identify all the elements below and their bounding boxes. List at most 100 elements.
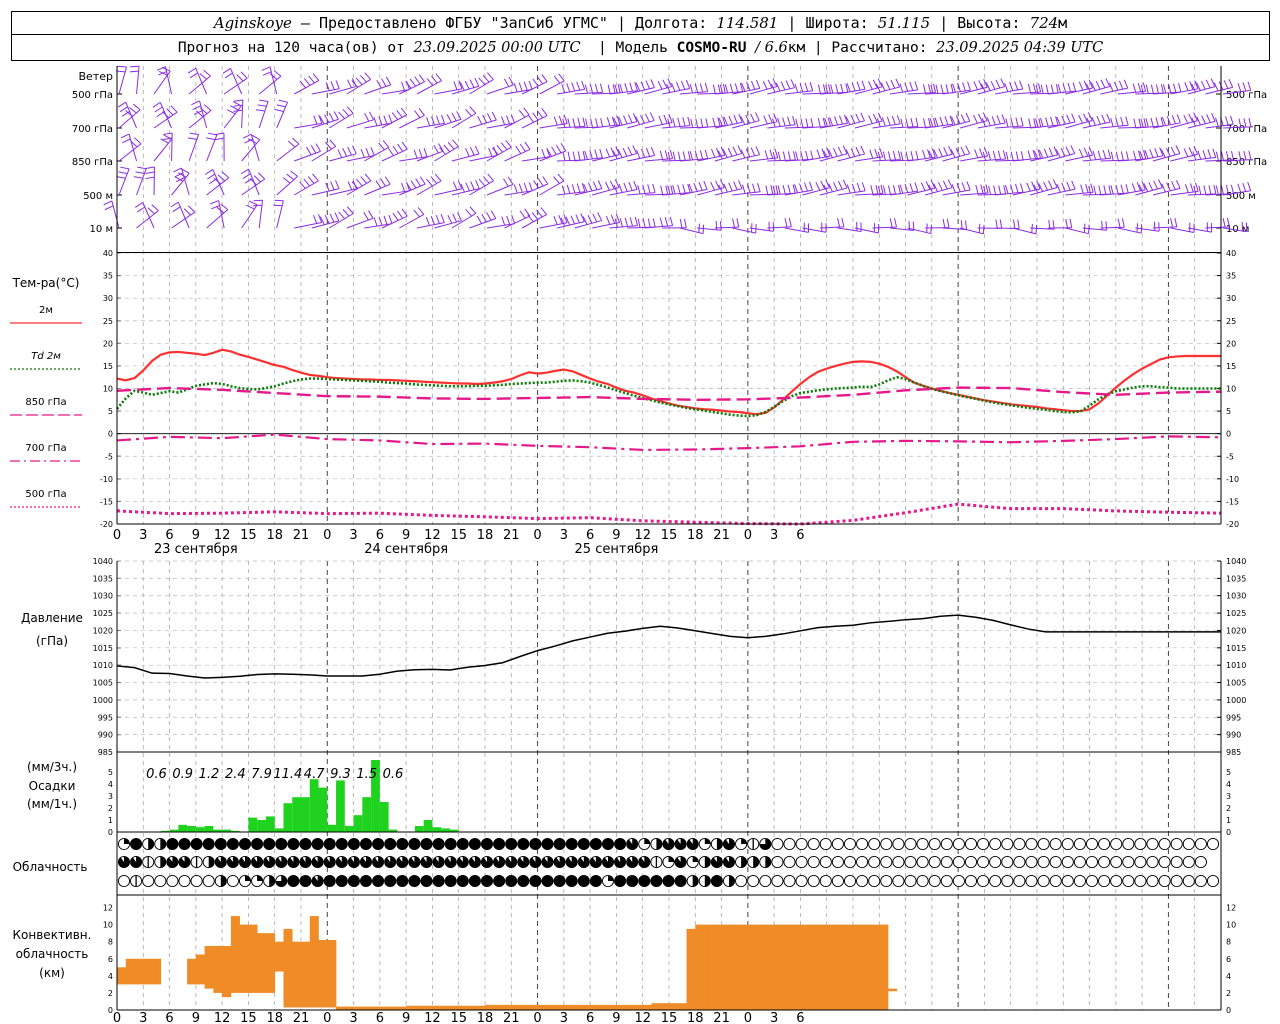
cloud-symbol (1182, 874, 1195, 888)
wind-barb-shaft (486, 183, 514, 196)
wind-barb-feather (546, 148, 553, 157)
wind-barb-feather (978, 80, 983, 89)
wind-barb-feather (670, 185, 674, 195)
wind-barb-feather (1198, 185, 1202, 195)
wind-barb-feather (948, 145, 953, 155)
wind-barb-feather (558, 73, 565, 82)
wind-barb-feather (542, 176, 549, 185)
hour-tick-label: 21 (293, 528, 310, 543)
wind-barb-feather (624, 217, 629, 227)
wind-barb-feather (523, 81, 528, 91)
cloud-symbol (1158, 837, 1171, 851)
wind-barb-feather (667, 151, 671, 161)
wind-barb-feather (642, 218, 646, 228)
wind-barb-shaft (311, 220, 339, 229)
wind-barb-feather (1125, 151, 1129, 161)
wind-barb-feather (1088, 146, 1094, 156)
convective-bar (239, 924, 249, 993)
wind-barb-feather (955, 115, 961, 124)
wind-barb-feather (1020, 117, 1024, 127)
wind-barb-feather (629, 82, 633, 92)
wind-barb-shaft (1222, 190, 1251, 196)
cloud-symbol (892, 855, 905, 869)
wind-barb-feather (220, 203, 229, 211)
wind-barb-shaft (697, 227, 722, 231)
wind-barb-feather (905, 118, 909, 128)
wind-barb-feather (135, 201, 144, 208)
cloud-symbol-fill (469, 856, 481, 868)
wind-barb-shaft (469, 78, 494, 95)
wind-barb-feather (438, 143, 444, 152)
cloud-symbol-fill (602, 838, 614, 850)
wind-barb-feather (121, 111, 130, 117)
cloud-symbol-fill (614, 875, 626, 887)
y-tick-label: 15 (103, 362, 113, 371)
cloud-symbol (819, 837, 832, 851)
wind-barb-feather (856, 182, 861, 192)
model-resolution: / 6.6 (755, 39, 788, 56)
wind-barb-feather (740, 149, 746, 159)
wind-barb-feather (405, 182, 412, 191)
wind-barb-shaft (714, 153, 742, 162)
precip-bar (423, 820, 433, 832)
y-tick-label: 990 (98, 731, 113, 740)
wind-barb-shaft (977, 86, 1005, 95)
wind-barb-feather (510, 114, 516, 124)
wind-barb-feather (388, 114, 393, 124)
cloud-symbol (928, 837, 941, 851)
wind-barb-feather (934, 117, 939, 127)
cloud-symbol (1110, 874, 1123, 888)
hour-tick-label: 3 (349, 528, 357, 543)
wind-barb-feather (1242, 182, 1247, 192)
wind-barb-feather (671, 82, 676, 92)
wind-barb-shaft (504, 89, 533, 95)
wind-barb-shaft (521, 81, 548, 95)
wind-barb-feather (777, 117, 781, 127)
wind-barb-feather (900, 151, 904, 161)
wind-barb-shaft (199, 100, 208, 129)
wind-barb-feather (662, 79, 668, 89)
wind-barb-shaft (1012, 91, 1041, 95)
wind-barb-feather (1248, 150, 1252, 160)
precip-bar (309, 779, 319, 832)
wind-barb-feather (1184, 183, 1189, 193)
wind-barb-feather (942, 218, 946, 228)
wind-barb-feather (1038, 149, 1044, 159)
y-tick-label: 12 (103, 904, 113, 913)
cloud-symbol (904, 837, 917, 851)
cloud-symbol-fill (741, 838, 747, 844)
temp-series-line (116, 502, 1222, 526)
wind-barb-feather (104, 205, 114, 211)
cloud-symbol (1098, 855, 1111, 869)
wind-barb-feather (431, 116, 436, 126)
wind-barb-feather (669, 216, 674, 226)
wind-barb-feather (426, 78, 434, 86)
y-tick-label: 4 (108, 780, 113, 789)
wind-barb-feather (261, 66, 271, 71)
wind-barb-feather (291, 137, 300, 145)
wind-barb-feather (659, 150, 664, 160)
cloud-symbol-fill (336, 838, 348, 850)
y-tick-label: 5 (1226, 768, 1231, 777)
wind-barb-feather (491, 111, 497, 121)
wind-barb-feather (333, 111, 339, 120)
wind-barb-feather (775, 82, 781, 92)
panel-unit: (мм/1ч.) (27, 797, 77, 811)
wind-barb-feather (474, 145, 480, 155)
wind-barb-feather (1036, 180, 1041, 190)
wind-barb-feather (129, 70, 139, 73)
wind-barb-feather (1138, 118, 1142, 128)
wind-barb-feather (734, 83, 739, 93)
wind-barb-feather (1115, 184, 1119, 194)
wind-barb-feather (378, 116, 383, 126)
wind-barb-feather (927, 84, 931, 94)
y-tick-label: 0 (1226, 1006, 1231, 1015)
y-tick-label: 35 (1226, 272, 1236, 281)
hour-tick-label: 12 (214, 1011, 231, 1024)
wind-barb-shaft (188, 134, 200, 162)
wind-barb-feather (360, 176, 367, 184)
cloud-symbol-fill (590, 875, 602, 887)
wind-barb-feather (988, 185, 992, 195)
cloud-symbol-fill (336, 856, 348, 868)
wind-barb-feather (368, 210, 374, 219)
